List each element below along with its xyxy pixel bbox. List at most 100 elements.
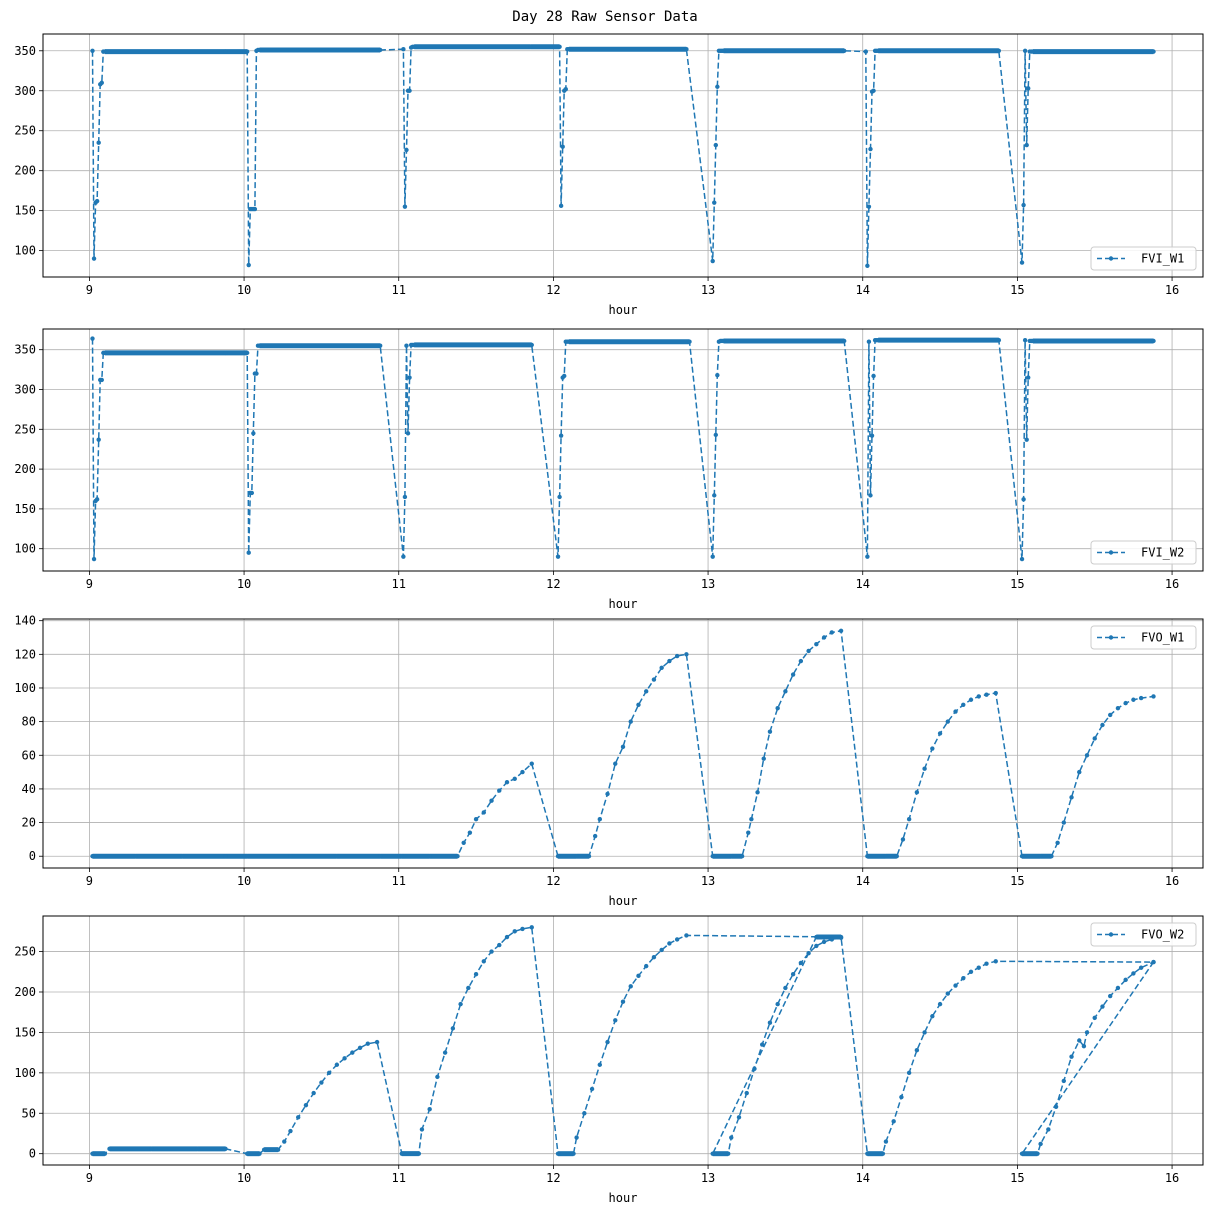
- data-point: [461, 840, 466, 845]
- data-point: [257, 343, 262, 348]
- data-point: [288, 854, 293, 859]
- y-tick-label: 300: [14, 84, 36, 98]
- data-point: [871, 88, 876, 93]
- figure-title: Day 28 Raw Sensor Data: [512, 9, 697, 25]
- data-point: [755, 790, 760, 795]
- data-point: [223, 854, 228, 859]
- data-point: [891, 1119, 896, 1124]
- data-point: [254, 371, 259, 376]
- data-point: [249, 490, 254, 496]
- data-point: [712, 200, 717, 205]
- data-point: [566, 339, 572, 344]
- data-point: [405, 431, 411, 436]
- data-point: [252, 206, 258, 212]
- data-point: [244, 49, 250, 54]
- data-point: [102, 1151, 108, 1156]
- data-point: [821, 635, 827, 640]
- data-point: [504, 779, 510, 785]
- data-point: [937, 731, 943, 736]
- y-tick-label: 300: [14, 383, 36, 397]
- x-tick-label: 10: [237, 283, 251, 297]
- data-point: [399, 1151, 405, 1156]
- data-point: [814, 642, 819, 647]
- y-tick-label: 100: [14, 542, 36, 556]
- data-point: [512, 929, 517, 934]
- data-point: [529, 342, 534, 348]
- x-tick-label: 10: [237, 874, 251, 888]
- data-point: [961, 976, 966, 981]
- data-point: [473, 817, 479, 822]
- data-point: [402, 204, 408, 209]
- data-point: [473, 972, 479, 977]
- data-point: [945, 719, 950, 724]
- data-point: [555, 1151, 561, 1156]
- data-point: [968, 697, 974, 702]
- data-point: [993, 690, 998, 696]
- data-point: [1115, 705, 1121, 711]
- x-tick-label: 12: [546, 283, 560, 297]
- y-tick-label: 200: [14, 985, 36, 999]
- legend-label: FVO_W1: [1141, 631, 1184, 645]
- data-point: [821, 939, 827, 945]
- data-point: [555, 854, 561, 859]
- data-point: [620, 999, 626, 1004]
- data-point: [275, 1147, 281, 1152]
- data-point: [829, 937, 834, 942]
- data-point: [1021, 202, 1026, 208]
- data-point: [566, 46, 572, 52]
- data-point: [427, 854, 432, 859]
- data-point: [455, 854, 460, 859]
- data-point: [1069, 1054, 1074, 1059]
- data-point: [96, 140, 101, 145]
- data-point: [937, 1001, 943, 1007]
- x-tick-label: 10: [237, 577, 251, 591]
- data-point: [628, 984, 633, 989]
- data-point: [710, 854, 715, 859]
- data-point: [244, 1151, 250, 1156]
- data-point: [1077, 1038, 1082, 1043]
- y-tick-label: 200: [14, 462, 36, 476]
- data-point: [466, 985, 471, 991]
- data-point: [1108, 712, 1113, 718]
- data-point: [1019, 1151, 1025, 1156]
- data-point: [574, 1135, 579, 1140]
- data-point: [667, 658, 672, 664]
- data-point: [1038, 854, 1043, 859]
- data-point: [721, 48, 726, 53]
- x-tick-label: 13: [701, 874, 715, 888]
- data-point: [377, 47, 383, 53]
- data-point: [99, 377, 104, 383]
- y-tick-label: 120: [14, 647, 36, 661]
- data-point: [90, 1151, 95, 1156]
- x-tick-label: 15: [1010, 283, 1024, 297]
- data-point: [560, 144, 565, 149]
- data-point: [829, 630, 834, 635]
- data-point: [1115, 985, 1121, 991]
- data-point: [684, 933, 689, 938]
- data-point: [760, 1042, 765, 1047]
- data-point: [866, 339, 872, 344]
- data-point: [871, 373, 876, 379]
- data-point: [746, 830, 751, 835]
- data-point: [953, 983, 958, 988]
- data-point: [1131, 697, 1136, 702]
- x-tick-label: 15: [1010, 577, 1024, 591]
- data-point: [520, 769, 525, 775]
- y-tick-label: 100: [14, 1066, 36, 1080]
- data-point: [605, 791, 610, 797]
- data-point: [557, 44, 562, 49]
- data-point: [529, 761, 534, 766]
- data-point: [900, 837, 906, 842]
- x-tick-label: 9: [86, 283, 93, 297]
- data-point: [282, 1139, 287, 1144]
- data-point: [91, 556, 97, 562]
- data-point: [806, 648, 811, 654]
- data-point: [357, 1045, 363, 1050]
- data-point: [806, 950, 811, 956]
- axes-frame: [42, 915, 1204, 1166]
- data-point: [993, 959, 998, 964]
- data-point: [659, 947, 664, 953]
- data-point: [257, 1151, 262, 1156]
- data-point: [435, 1074, 440, 1080]
- data-point: [783, 689, 788, 694]
